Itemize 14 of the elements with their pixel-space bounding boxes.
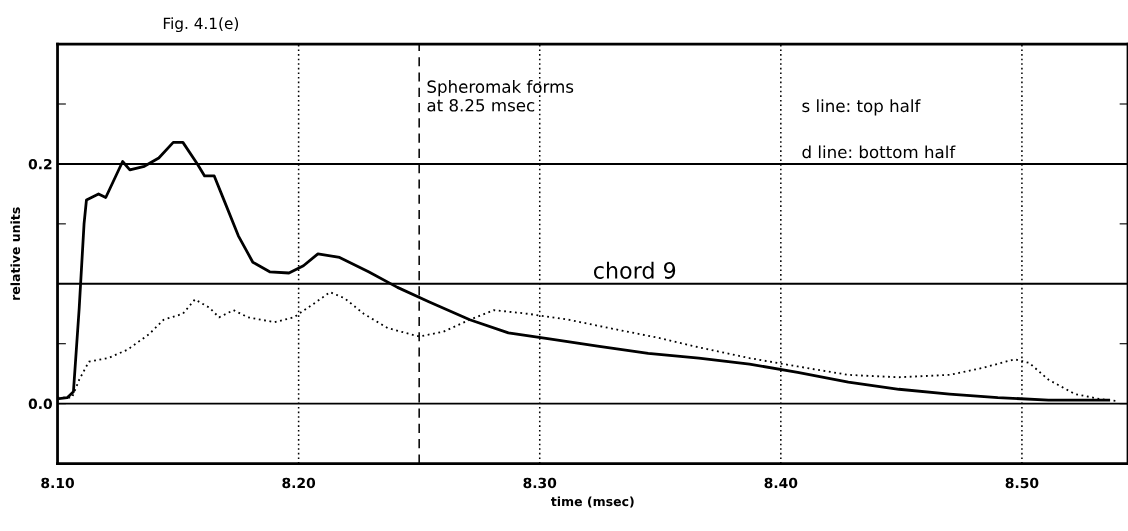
annotation: s line: top half (802, 99, 921, 116)
annotation: d line: bottom half (802, 145, 956, 159)
chart-title: Fig. 4.1(e) (163, 17, 239, 33)
x-tick-label: 8.40 (764, 477, 798, 489)
x-tick-label: 8.50 (1005, 477, 1039, 489)
y-tick-label: 0.0 (28, 398, 52, 410)
ref-line-label: Spheromak forms at 8.25 msec (427, 80, 574, 112)
x-axis-title: time (msec) (550, 496, 634, 508)
x-tick-label: 8.10 (41, 477, 74, 489)
y-axis-title: relative units (10, 207, 21, 300)
y-tick-label: 0.2 (28, 158, 52, 170)
annotation: chord 9 (593, 261, 676, 279)
x-tick-label: 8.30 (523, 477, 557, 489)
x-tick-label: 8.20 (282, 477, 316, 489)
